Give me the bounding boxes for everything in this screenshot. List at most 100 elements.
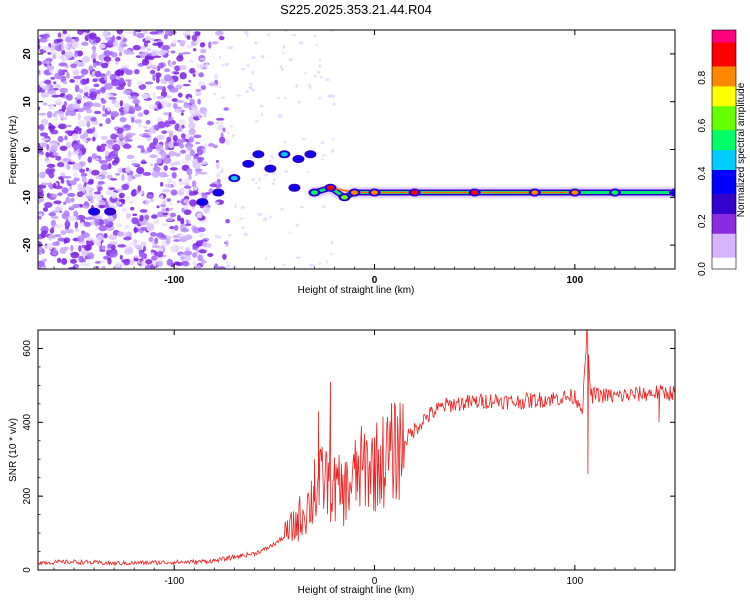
noise-speckle: [100, 86, 106, 94]
noise-speckle: [186, 44, 194, 49]
noise-speckle: [90, 53, 97, 60]
noise-speckle: [330, 149, 335, 153]
noise-speckle: [251, 178, 256, 182]
noise-speckle: [115, 81, 120, 86]
noise-speckle: [163, 165, 168, 172]
noise-speckle: [59, 87, 68, 94]
noise-speckle: [38, 143, 41, 149]
noise-speckle: [248, 85, 253, 90]
noise-speckle: [81, 41, 89, 46]
noise-speckle: [73, 171, 78, 178]
noise-speckle: [215, 172, 221, 179]
noise-speckle: [128, 200, 135, 205]
spectrogram-x-ticks: -100 0 100: [53, 30, 676, 286]
noise-speckle: [49, 228, 55, 234]
noise-speckle: [192, 73, 196, 77]
noise-speckle: [140, 147, 145, 153]
noise-speckle: [152, 74, 156, 82]
noise-speckle: [183, 185, 192, 189]
colorbar-ticks: 0.0 0.2 0.4 0.6 0.8: [697, 70, 708, 276]
colorbar-step: [712, 105, 736, 111]
noise-speckle: [65, 229, 74, 234]
noise-speckle: [165, 95, 172, 98]
noise-speckle: [194, 264, 202, 269]
noise-speckle: [103, 56, 112, 62]
noise-speckle: [64, 135, 68, 141]
noise-speckle: [166, 177, 173, 184]
tonal-blob-core: [350, 190, 358, 195]
noise-speckle: [162, 212, 169, 215]
colorbar-step: [712, 45, 736, 51]
noise-speckle: [53, 81, 57, 85]
noise-speckle: [65, 51, 74, 59]
noise-speckle: [116, 188, 124, 192]
noise-speckle: [211, 41, 219, 45]
noise-speckle: [130, 190, 136, 197]
noise-speckle: [141, 93, 150, 100]
noise-speckle: [186, 34, 191, 40]
noise-speckle: [137, 145, 145, 149]
noise-speckle: [42, 102, 48, 106]
noise-speckle: [140, 56, 145, 59]
noise-speckle: [46, 59, 50, 67]
noise-speckle: [93, 83, 100, 88]
noise-speckle: [97, 186, 103, 191]
noise-speckle: [143, 126, 148, 129]
noise-speckle: [198, 226, 206, 233]
noise-speckle: [65, 33, 72, 37]
noise-speckle: [257, 186, 261, 189]
noise-speckle: [151, 255, 158, 261]
noise-speckle: [179, 72, 187, 80]
noise-speckle: [58, 123, 67, 130]
noise-speckle: [162, 200, 167, 206]
noise-speckle: [155, 72, 162, 78]
noise-speckle: [55, 240, 60, 246]
noise-speckle: [65, 93, 73, 101]
noise-speckle: [151, 214, 158, 219]
noise-speckle: [194, 31, 201, 37]
noise-speckle: [193, 48, 197, 52]
noise-speckle: [113, 101, 121, 108]
noise-speckle: [133, 68, 140, 75]
noise-speckle: [44, 201, 53, 208]
noise-speckle: [99, 123, 103, 127]
noise-speckle: [172, 135, 178, 142]
noise-speckle: [117, 127, 124, 134]
noise-speckle: [63, 101, 68, 107]
noise-speckle: [188, 136, 195, 143]
snr-series-line: [38, 330, 675, 567]
noise-speckle: [44, 79, 52, 85]
noise-speckle: [92, 126, 96, 133]
tonal-blob-core: [106, 209, 114, 214]
noise-speckle: [160, 151, 168, 159]
noise-speckle: [67, 124, 72, 128]
noise-speckle: [145, 258, 153, 265]
noise-speckle: [92, 48, 96, 54]
noise-speckle: [220, 125, 223, 130]
noise-speckle: [98, 43, 106, 49]
colorbar-step: [712, 141, 736, 147]
noise-speckle: [93, 110, 102, 115]
noise-speckle: [316, 70, 321, 74]
tonal-blob-core: [611, 190, 619, 195]
noise-speckle: [38, 213, 43, 217]
noise-speckle: [271, 182, 275, 185]
noise-speckle: [196, 148, 204, 156]
noise-speckle: [273, 178, 276, 181]
noise-speckle: [260, 112, 264, 117]
noise-speckle: [142, 172, 152, 176]
noise-speckle: [269, 215, 272, 219]
noise-speckle: [173, 142, 179, 146]
noise-speckle: [50, 234, 56, 239]
noise-speckle: [52, 113, 57, 118]
noise-speckle: [83, 91, 89, 97]
noise-speckle: [48, 103, 55, 111]
tonal-blob-core: [280, 152, 288, 157]
noise-speckle: [155, 76, 160, 84]
noise-speckle: [80, 74, 85, 78]
noise-speckle: [332, 102, 336, 106]
noise-speckle: [103, 233, 108, 239]
noise-speckle: [94, 215, 103, 219]
noise-speckle: [118, 192, 125, 199]
